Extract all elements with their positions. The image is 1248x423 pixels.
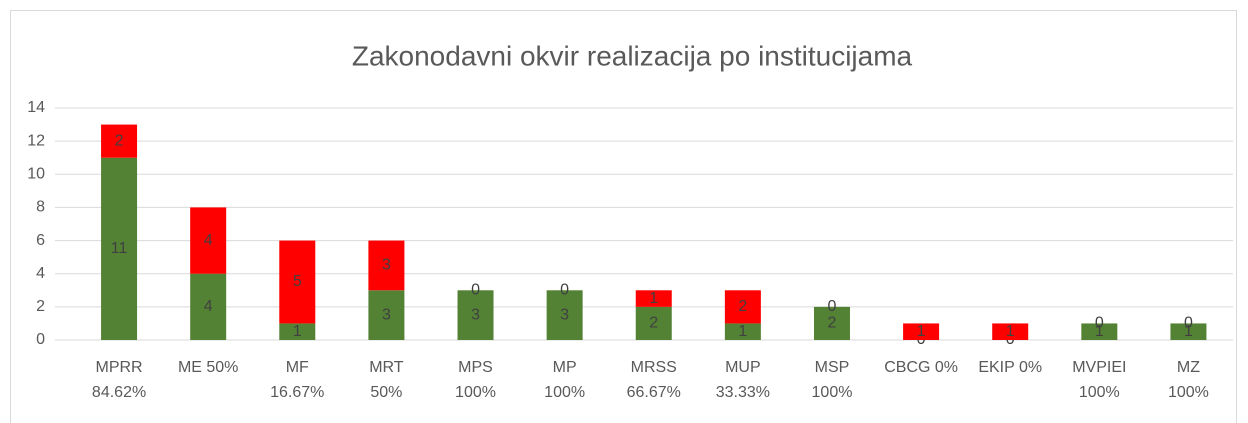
data-label: 3 <box>382 257 391 274</box>
x-tick-label: CBCG 0% <box>884 359 958 376</box>
y-tick-label: 12 <box>27 132 45 149</box>
data-label: 1 <box>649 290 658 307</box>
data-label: 1 <box>293 323 302 340</box>
data-label: 5 <box>293 273 302 290</box>
bar-segment <box>635 290 672 307</box>
x-tick-label: EKIP 0% <box>978 359 1042 376</box>
bar-segment <box>457 290 494 340</box>
x-tick-label: 16.67% <box>270 384 324 401</box>
bar-segment <box>279 240 316 324</box>
data-label: 4 <box>204 298 213 315</box>
data-label: 1 <box>1095 323 1104 340</box>
bar-segment <box>368 240 405 291</box>
bar-segment <box>279 323 316 340</box>
data-label: 4 <box>204 232 213 249</box>
y-tick-label: 14 <box>27 99 45 116</box>
bar-segment <box>368 290 405 340</box>
x-tick-label: 50% <box>370 384 402 401</box>
bar-segment <box>1170 323 1207 340</box>
x-tick-label: MPS <box>458 359 493 376</box>
bar-segment <box>903 323 940 340</box>
data-label: 11 <box>111 240 128 257</box>
bar-segment <box>546 290 583 340</box>
bar-segment <box>190 207 227 274</box>
x-tick-label: 100% <box>544 384 585 401</box>
x-tick-label: 100% <box>455 384 496 401</box>
x-tick-label: 100% <box>1168 384 1209 401</box>
data-label: 3 <box>560 306 569 323</box>
x-tick-label: MZ <box>1177 359 1200 376</box>
y-tick-label: 8 <box>36 199 45 216</box>
y-tick-label: 0 <box>36 331 45 348</box>
data-label: 3 <box>471 306 480 323</box>
x-tick-label: 66.67% <box>627 384 681 401</box>
y-tick-label: 2 <box>36 298 45 315</box>
bar-segment <box>101 157 138 340</box>
data-label: 3 <box>382 306 391 323</box>
data-label: 1 <box>738 323 747 340</box>
bar-segment <box>190 273 227 340</box>
x-tick-label: MRSS <box>631 359 677 376</box>
bar-segment <box>724 290 761 324</box>
bar-segment <box>813 306 850 340</box>
x-tick-label: MF <box>286 359 309 376</box>
data-label: 2 <box>828 315 837 332</box>
bar-segment <box>635 306 672 340</box>
data-label: 0 <box>471 282 480 299</box>
x-tick-label: MPRR <box>96 359 143 376</box>
data-label: 2 <box>649 315 658 332</box>
data-label: 0 <box>1184 315 1193 332</box>
x-tick-label: 84.62% <box>92 384 146 401</box>
data-label: 1 <box>917 323 926 340</box>
chart-title: Zakonodavni okvir realizacija po institu… <box>352 40 913 71</box>
data-label: 1 <box>1006 323 1015 340</box>
x-tick-label: 100% <box>1079 384 1120 401</box>
data-label: 2 <box>115 132 124 149</box>
data-label: 1 <box>1184 323 1193 340</box>
bar-segment <box>992 323 1029 340</box>
x-tick-label: 100% <box>812 384 853 401</box>
x-tick-label: MP <box>553 359 577 376</box>
y-tick-label: 6 <box>36 232 45 249</box>
bar-segment <box>1081 323 1118 340</box>
y-tick-label: 4 <box>36 265 45 282</box>
x-tick-label: ME 50% <box>178 359 238 376</box>
data-label: 0 <box>560 282 569 299</box>
x-tick-label: MSP <box>815 359 850 376</box>
data-label: 2 <box>738 298 747 315</box>
x-tick-label: 33.33% <box>716 384 770 401</box>
y-tick-label: 10 <box>27 166 45 183</box>
x-tick-label: MUP <box>725 359 761 376</box>
bar-segment <box>724 323 761 340</box>
x-tick-label: MVPIEI <box>1072 359 1126 376</box>
data-label: 0 <box>828 298 837 315</box>
data-label: 0 <box>1095 315 1104 332</box>
bar-segment <box>101 124 138 158</box>
x-tick-label: MRT <box>369 359 404 376</box>
